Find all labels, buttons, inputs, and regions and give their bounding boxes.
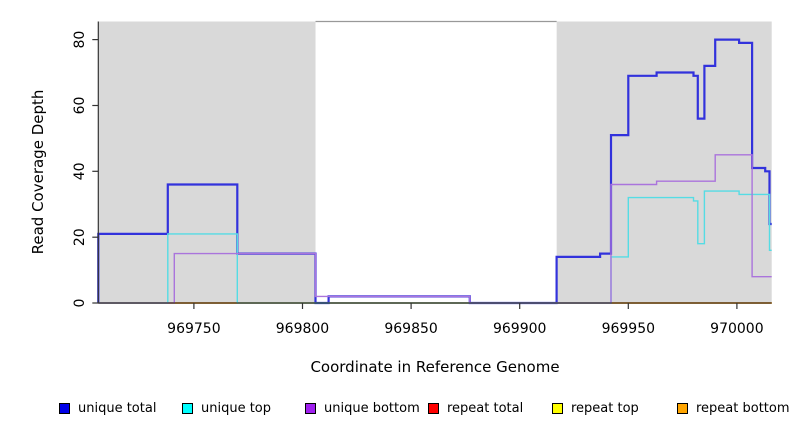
series-line-unique-top [98,190,772,304]
legend-label: repeat top [571,401,639,416]
repeat-bottom-swatch-icon [677,403,688,414]
x-tick-label: 969850 [384,321,437,337]
legend-label: unique top [201,401,272,416]
x-axis-title: Coordinate in Reference Genome [310,358,560,376]
y-tick-label: 40 [72,162,88,180]
shaded-region [556,21,772,303]
legend-label: repeat bottom [696,401,790,416]
legend-label: unique total [78,401,157,416]
x-tick-label: 969950 [602,321,655,337]
legend-label: unique bottom [324,401,420,416]
shaded-region [98,21,316,303]
y-tick-label: 60 [72,97,88,115]
x-tick-label: 969900 [493,321,546,337]
repeat-total-swatch-icon [428,403,439,414]
unique-top-swatch-icon [182,403,193,414]
x-tick-label: 970000 [710,321,763,337]
x-tick-label: 969750 [167,321,220,337]
repeat-top-swatch-icon [552,403,563,414]
unique-total-swatch-icon [59,403,70,414]
y-axis-title: Read Coverage Depth [29,89,47,255]
series-line-unique-bottom [98,154,772,304]
y-tick-label: 20 [72,228,88,246]
unique-bottom-swatch-icon [305,403,316,414]
plot-legend: unique total unique top unique bottom re… [0,401,792,421]
y-tick-label: 80 [72,31,88,49]
y-tick-label: 0 [72,299,88,308]
legend-label: repeat total [447,401,524,416]
x-tick-label: 969800 [276,321,329,337]
